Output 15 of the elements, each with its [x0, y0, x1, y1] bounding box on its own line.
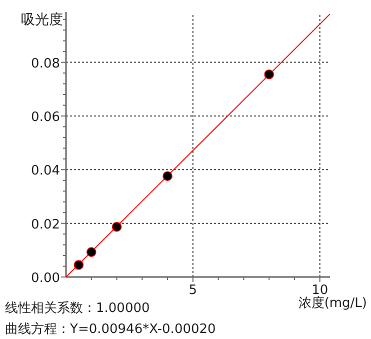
y-tick-label: 0.08 [31, 56, 60, 72]
y-tick-label: 0.06 [31, 110, 60, 125]
text: 线性相关系数：1.00000 [5, 301, 150, 316]
point [112, 222, 122, 232]
x-tick-label: 5 [188, 283, 198, 298]
y-tick-label: 0.04 [31, 164, 60, 179]
text: 曲线方程：Y=0.00946*X-0.00020 [5, 321, 216, 337]
point [74, 260, 84, 270]
y-axis-title: 吸光度 [21, 12, 63, 28]
x-axis-title: 浓度(mg/L) [298, 295, 367, 311]
y-tick-label: 0.00 [31, 271, 60, 286]
y-tick-label: 0.02 [31, 217, 60, 232]
point [264, 69, 274, 80]
point [86, 247, 96, 257]
point [162, 171, 172, 181]
